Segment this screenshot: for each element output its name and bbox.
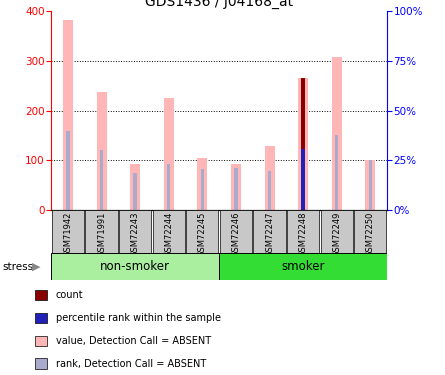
- Text: GSM72250: GSM72250: [366, 212, 375, 257]
- Text: GSM71991: GSM71991: [97, 212, 106, 257]
- Bar: [100, 150, 103, 210]
- Bar: [219, 253, 387, 280]
- Text: percentile rank within the sample: percentile rank within the sample: [56, 313, 221, 323]
- Bar: [368, 160, 372, 210]
- Bar: [268, 171, 271, 210]
- Text: GSM72244: GSM72244: [164, 212, 173, 257]
- Text: stress: stress: [2, 262, 33, 272]
- Bar: [298, 78, 308, 210]
- Bar: [153, 210, 185, 253]
- Bar: [167, 164, 170, 210]
- Bar: [63, 20, 73, 210]
- Bar: [335, 135, 339, 210]
- Text: GSM72248: GSM72248: [299, 212, 307, 257]
- Bar: [164, 98, 174, 210]
- Bar: [254, 210, 286, 253]
- Text: GSM72243: GSM72243: [131, 212, 140, 257]
- Bar: [186, 210, 218, 253]
- Bar: [35, 290, 48, 300]
- Title: GDS1436 / J04168_at: GDS1436 / J04168_at: [145, 0, 293, 9]
- Bar: [332, 57, 342, 210]
- Bar: [231, 164, 241, 210]
- Bar: [97, 92, 107, 210]
- Bar: [85, 210, 117, 253]
- Bar: [130, 164, 140, 210]
- Bar: [119, 210, 151, 253]
- Bar: [52, 210, 84, 253]
- Bar: [365, 160, 376, 210]
- Bar: [51, 253, 219, 280]
- Text: non-smoker: non-smoker: [100, 260, 170, 273]
- Bar: [197, 158, 207, 210]
- Bar: [134, 173, 137, 210]
- Text: rank, Detection Call = ABSENT: rank, Detection Call = ABSENT: [56, 358, 206, 369]
- Bar: [354, 210, 386, 253]
- Text: GSM72245: GSM72245: [198, 212, 207, 257]
- Bar: [35, 358, 48, 369]
- Bar: [201, 169, 204, 210]
- Text: count: count: [56, 290, 83, 300]
- Text: GSM72246: GSM72246: [231, 212, 240, 257]
- Bar: [301, 149, 305, 210]
- Bar: [264, 146, 275, 210]
- Text: GSM72247: GSM72247: [265, 212, 274, 257]
- Bar: [234, 168, 238, 210]
- Text: ▶: ▶: [32, 262, 40, 272]
- Bar: [301, 149, 305, 210]
- Text: smoker: smoker: [281, 260, 325, 273]
- Text: GSM72249: GSM72249: [332, 212, 341, 257]
- Text: GSM71942: GSM71942: [64, 212, 73, 257]
- Bar: [66, 130, 70, 210]
- Bar: [301, 78, 305, 210]
- Bar: [321, 210, 353, 253]
- Bar: [287, 210, 319, 253]
- Text: value, Detection Call = ABSENT: value, Detection Call = ABSENT: [56, 336, 211, 346]
- Bar: [35, 313, 48, 323]
- Bar: [220, 210, 252, 253]
- Bar: [35, 336, 48, 346]
